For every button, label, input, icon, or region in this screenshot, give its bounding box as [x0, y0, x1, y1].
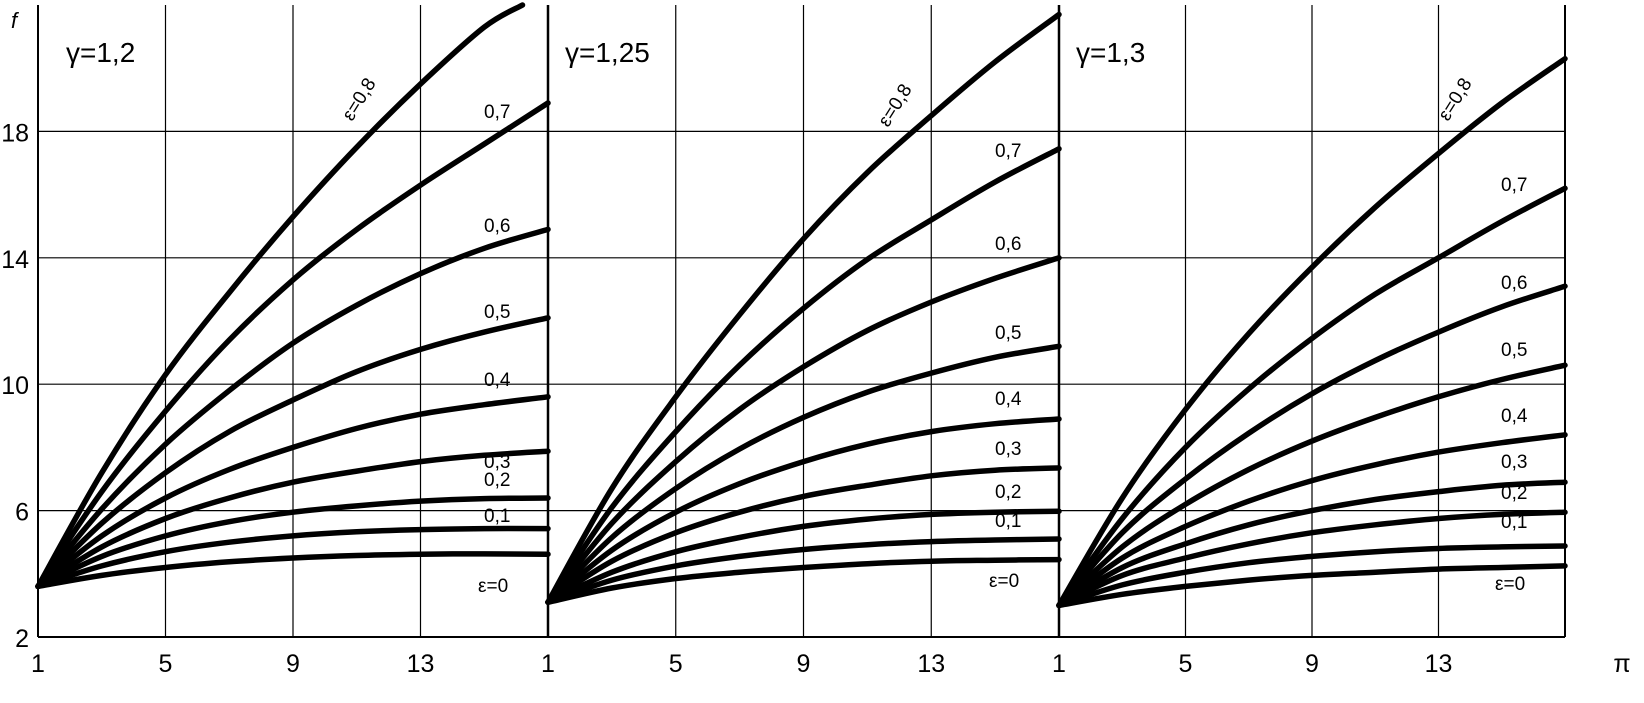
series-label: 0,7 — [484, 102, 510, 123]
series-line — [35, 525, 551, 590]
x-tick-label: 1 — [541, 650, 555, 678]
panel-title: γ=1,3 — [1076, 37, 1145, 68]
series-label: 0,2 — [484, 470, 510, 491]
series-label: 0,5 — [484, 302, 510, 323]
series-line — [545, 146, 1062, 605]
x-tick-label: 9 — [286, 650, 300, 678]
series-line — [35, 226, 551, 590]
series-label: 0,5 — [995, 323, 1021, 344]
series-label: 0,7 — [1501, 175, 1527, 196]
x-tick-label: 5 — [1179, 650, 1193, 678]
x-tick-label: 1 — [1052, 650, 1066, 678]
series-line — [545, 508, 1062, 605]
x-tick-label: 5 — [669, 650, 683, 678]
series-label: 0,2 — [995, 482, 1021, 503]
series-label: 0,7 — [995, 141, 1021, 162]
series-label: 0,1 — [995, 511, 1021, 532]
series-label: ε=0 — [1495, 574, 1525, 595]
series-line — [545, 255, 1062, 605]
series-line — [35, 100, 551, 590]
y-tick-label: 2 — [15, 625, 29, 653]
series-label: ε=0,8 — [1434, 75, 1476, 125]
series-line — [35, 551, 551, 590]
y-axis-title: f — [11, 8, 20, 33]
series-line — [35, 394, 551, 590]
x-tick-label: 13 — [407, 650, 435, 678]
series-label: 0,4 — [1501, 406, 1528, 427]
panel-title: γ=1,2 — [66, 37, 135, 68]
series-label: 0,3 — [995, 439, 1021, 460]
series-line — [1056, 543, 1568, 609]
x-tick-label: 13 — [917, 650, 945, 678]
curve-layer — [35, 2, 1568, 609]
x-tick-label: 1 — [31, 650, 45, 678]
x-tick-label: 9 — [797, 650, 811, 678]
x-axis-title: π — [1613, 650, 1630, 678]
series-line — [545, 465, 1062, 605]
y-tick-label: 14 — [1, 246, 29, 274]
y-tick-label: 18 — [1, 119, 29, 147]
frame-layer — [37, 5, 1566, 638]
series-label: 0,4 — [995, 389, 1022, 410]
series-line — [1056, 479, 1568, 609]
series-line — [545, 11, 1062, 605]
series-line — [1056, 509, 1568, 609]
series-label: 0,6 — [484, 216, 510, 237]
panel-title: γ=1,25 — [565, 37, 650, 68]
series-line — [545, 536, 1062, 605]
series-label: 0,6 — [995, 234, 1021, 255]
series-label: 0,3 — [484, 452, 510, 473]
series-line — [545, 416, 1062, 605]
grid-layer — [38, 5, 1565, 637]
series-label: 0,6 — [1501, 273, 1527, 294]
series-line — [35, 2, 526, 590]
series-label: 0,3 — [1501, 452, 1527, 473]
series-label: 0,5 — [1501, 340, 1527, 361]
series-line — [1056, 563, 1568, 609]
series-label: 0,1 — [1501, 512, 1527, 533]
series-label: ε=0 — [478, 576, 508, 597]
series-label: ε=0,8 — [874, 81, 916, 131]
series-line — [545, 343, 1062, 605]
series-label: ε=0,8 — [338, 75, 380, 125]
series-line — [35, 495, 551, 590]
series-line — [1056, 55, 1568, 609]
x-tick-label: 13 — [1425, 650, 1453, 678]
series-line — [545, 556, 1062, 605]
series-label: 0,1 — [484, 506, 510, 527]
x-tick-label: 9 — [1305, 650, 1319, 678]
y-tick-label: 6 — [15, 499, 29, 527]
series-line — [35, 448, 551, 590]
series-line — [1056, 283, 1568, 609]
series-line — [1056, 432, 1568, 609]
y-tick-label: 10 — [1, 372, 29, 400]
series-label: ε=0 — [989, 571, 1019, 592]
series-line — [35, 315, 551, 590]
x-tick-label: 5 — [159, 650, 173, 678]
series-label: 0,2 — [1501, 483, 1527, 504]
series-line — [1056, 185, 1568, 609]
series-line — [1056, 362, 1568, 609]
series-label: 0,4 — [484, 370, 511, 391]
